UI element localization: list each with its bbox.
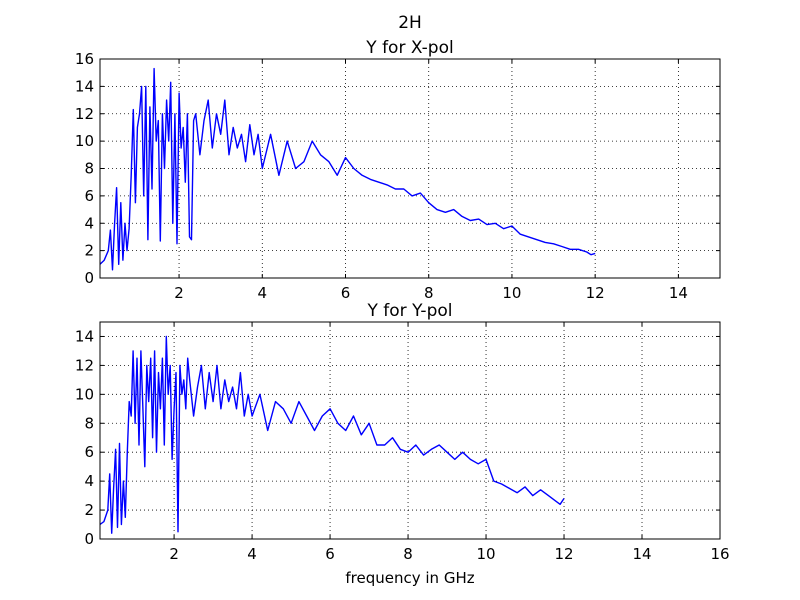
- x-ticks-y-pol: 2 4 6 8 10 12 14 16: [169, 322, 730, 563]
- y-tick-label: 4: [84, 214, 94, 232]
- x-tick-label: 16: [710, 545, 729, 563]
- figure-suptitle: 2H: [398, 13, 422, 33]
- x-tick-label: 14: [669, 284, 688, 302]
- y-tick-label: 12: [75, 356, 94, 374]
- y-tick-label: 16: [75, 50, 94, 68]
- series-x-pol: [99, 67, 596, 271]
- y-tick-label: 6: [84, 187, 94, 205]
- chart-y-pol: Y for Y-pol 2 4 6 8 10 12 14 16 0 2 4 6 8 10 12 14 fre…: [75, 301, 730, 587]
- grid-y-pol: [100, 322, 720, 539]
- y-tick-label: 4: [84, 472, 94, 490]
- y-tick-label: 14: [75, 77, 94, 95]
- x-tick-label: 2: [174, 284, 184, 302]
- chart-title-x-pol: Y for X-pol: [365, 38, 453, 58]
- x-tick-label: 4: [258, 284, 268, 302]
- axes-frame-y-pol: [99, 321, 721, 540]
- x-tick-label: 6: [341, 284, 351, 302]
- x-tick-label: 6: [325, 545, 335, 563]
- y-tick-label: 8: [84, 160, 94, 178]
- y-tick-label: 0: [84, 530, 94, 548]
- grid-x-pol: [100, 59, 720, 278]
- x-ticks-x-pol: 2 4 6 8 10 12 14: [174, 59, 688, 302]
- y-ticks-y-pol: 0 2 4 6 8 10 12 14: [75, 327, 720, 548]
- y-tick-label: 6: [84, 443, 94, 461]
- x-tick-label: 12: [554, 545, 573, 563]
- chart-title-y-pol: Y for Y-pol: [367, 301, 453, 321]
- y-tick-label: 2: [84, 242, 94, 260]
- y-tick-label: 0: [84, 269, 94, 287]
- y-tick-label: 10: [75, 385, 94, 403]
- y-tick-label: 10: [75, 132, 94, 150]
- x-tick-label: 8: [424, 284, 434, 302]
- series-line: [99, 67, 596, 271]
- x-tick-label: 4: [247, 545, 257, 563]
- y-tick-label: 14: [75, 327, 94, 345]
- x-tick-label: 8: [403, 545, 413, 563]
- y-tick-label: 12: [75, 105, 94, 123]
- series-line: [99, 335, 565, 534]
- x-tick-label: 10: [476, 545, 495, 563]
- x-axis-label-y-pol: frequency in GHz: [345, 569, 474, 587]
- y-ticks-x-pol: 0 2 4 6 8 10 12 14 16: [75, 50, 720, 287]
- x-tick-label: 2: [169, 545, 179, 563]
- series-y-pol: [99, 335, 565, 534]
- x-tick-label: 12: [586, 284, 605, 302]
- y-tick-label: 8: [84, 414, 94, 432]
- y-tick-label: 2: [84, 501, 94, 519]
- x-tick-label: 14: [632, 545, 651, 563]
- x-tick-label: 10: [502, 284, 521, 302]
- chart-x-pol: Y for X-pol 2 4 6 8 10 12 14 0 2 4 6 8 10 12 14 16: [75, 38, 721, 302]
